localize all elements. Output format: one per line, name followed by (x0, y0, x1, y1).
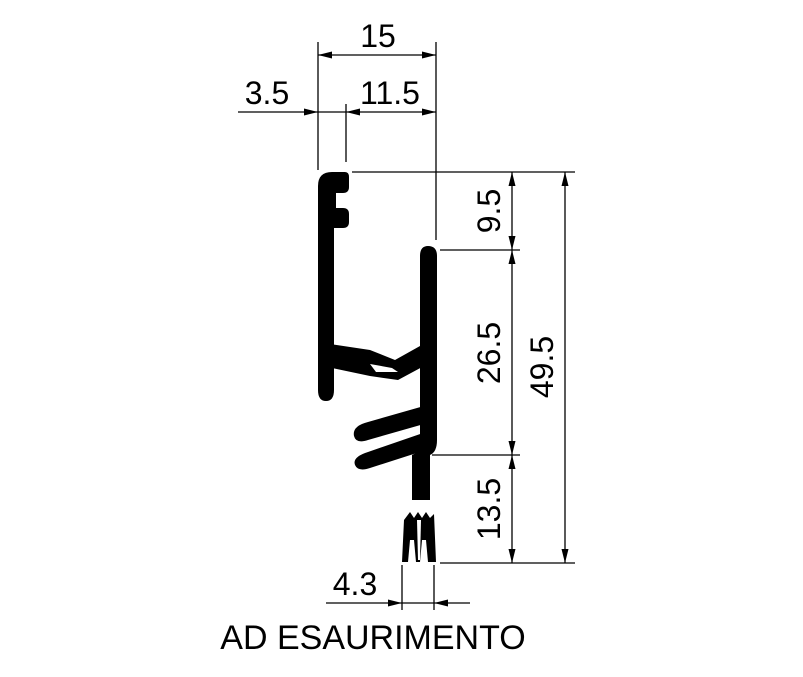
lower-fin (354, 432, 426, 470)
upper-fin (353, 406, 424, 442)
dimension-second-row: 3.5 11.5 (238, 75, 436, 116)
dim-label-13-5: 13.5 (471, 478, 507, 540)
dimension-vertical-chain: 9.5 26.5 13.5 (471, 172, 516, 563)
dimension-top-width: 15 (318, 18, 436, 59)
dim-label-4-3: 4.3 (333, 566, 377, 602)
dimension-seal-width: 4.3 (326, 566, 470, 607)
bridge-notch (370, 364, 398, 372)
dim-label-11-5: 11.5 (360, 75, 420, 111)
dimension-total-height: 49.5 (524, 172, 569, 563)
left-flange (318, 172, 349, 401)
extension-lines (317, 42, 575, 610)
bridge-arm (330, 344, 424, 380)
dim-label-26-5: 26.5 (471, 322, 507, 384)
dim-label-3-5: 3.5 (245, 75, 289, 111)
right-web (412, 246, 437, 500)
profile-section (318, 172, 437, 562)
seal-gap (417, 520, 421, 560)
drawing-caption: AD ESAURIMENTO (220, 619, 525, 657)
dim-label-9-5: 9.5 (471, 189, 507, 233)
dim-label-49-5: 49.5 (524, 336, 560, 398)
dim-label-15: 15 (360, 18, 396, 54)
